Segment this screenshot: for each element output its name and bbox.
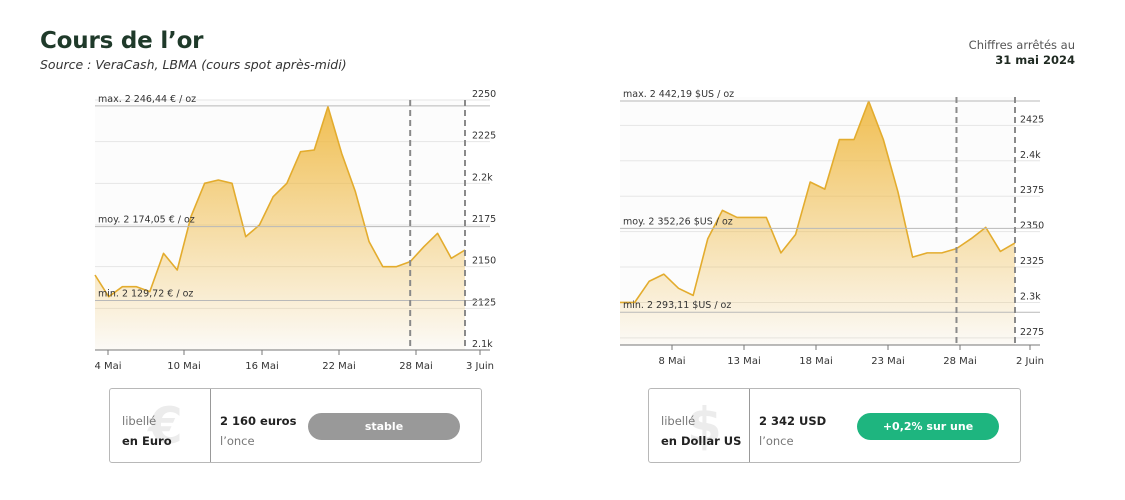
usd-price-line <box>620 100 1016 304</box>
eur-y-tick-label: 2125 <box>472 297 496 308</box>
usd-max-label: max. 2 442,19 $US / oz <box>623 89 734 100</box>
eur-y-tick-label: 2175 <box>472 214 496 225</box>
usd-x-tick-label: 18 Mai <box>799 356 832 367</box>
eur-min-label: min. 2 129,72 € / oz <box>98 288 193 299</box>
eur-x-tick-label: 10 Mai <box>167 361 200 372</box>
card-usd-currency: en Dollar US <box>661 434 742 448</box>
as-of-block: Chiffres arrêtés au 31 mai 2024 <box>969 38 1075 68</box>
usd-y-tick-label: 2350 <box>1020 221 1044 232</box>
card-usd-divider <box>749 389 750 462</box>
card-eur-divider <box>210 389 211 462</box>
card-usd-badge: +0,2% sur une semaine <box>857 413 999 460</box>
page-title: Cours de l’or <box>40 28 204 54</box>
usd-min-label: min. 2 293,11 $US / oz <box>623 300 731 311</box>
card-eur-unit: l’once <box>220 434 255 448</box>
usd-x-tick-label: 28 Mai <box>943 356 976 367</box>
usd-y-tick-label: 2375 <box>1020 185 1044 196</box>
dollar-sign-icon: $ <box>687 397 722 455</box>
usd-y-tick-label: 2275 <box>1020 327 1044 338</box>
usd-x-tick-label: 2 Juin <box>1016 356 1044 367</box>
as-of-date: 31 mai 2024 <box>995 53 1075 67</box>
card-eur-label: libellé <box>122 414 157 428</box>
usd-y-tick-label: 2.3k <box>1020 291 1041 302</box>
eur-x-tick-label: 3 Juin <box>466 361 494 372</box>
card-usd-unit: l’once <box>759 434 794 448</box>
eur-price-area <box>95 106 465 351</box>
as-of-label: Chiffres arrêtés au <box>968 38 1075 52</box>
eur-x-tick-label: 28 Mai <box>399 361 432 372</box>
eur-max-label: max. 2 246,44 € / oz <box>98 94 196 105</box>
usd-y-tick-label: 2425 <box>1020 114 1044 125</box>
card-eur-badge: stable <box>308 413 460 440</box>
euro-sign-icon: € <box>148 397 183 455</box>
eur-y-tick-label: 2250 <box>472 89 496 100</box>
eur-x-tick-label: 4 Mai <box>94 361 121 372</box>
eur-avg-label: moy. 2 174,05 € / oz <box>98 215 195 226</box>
usd-y-tick-label: 2325 <box>1020 256 1044 267</box>
page-subtitle: Source : VeraCash, LBMA (cours spot aprè… <box>40 57 347 72</box>
eur-x-tick-label: 22 Mai <box>322 361 355 372</box>
usd-y-tick-label: 2.4k <box>1020 150 1041 161</box>
eur-x-tick-label: 16 Mai <box>245 361 278 372</box>
eur-plot-background <box>95 100 465 350</box>
card-usd-label: libellé <box>661 414 696 428</box>
usd-x-tick-label: 8 Mai <box>658 356 685 367</box>
card-eur-price: 2 160 euros <box>220 414 297 428</box>
usd-x-tick-label: 13 Mai <box>727 356 760 367</box>
card-eur-currency: en Euro <box>122 434 172 448</box>
card-usd: $ libellé en Dollar US 2 342 USD l’once … <box>648 388 1021 463</box>
eur-y-tick-label: 2.1k <box>472 339 493 350</box>
usd-x-tick-label: 23 Mai <box>871 356 904 367</box>
usd-plot-background <box>620 97 1015 345</box>
eur-y-tick-label: 2225 <box>472 131 496 142</box>
usd-price-area <box>620 101 1015 345</box>
usd-avg-label: moy. 2 352,26 $US / oz <box>623 216 733 227</box>
eur-price-line <box>94 105 466 298</box>
card-eur: € libellé en Euro 2 160 euros l’once sta… <box>109 388 482 463</box>
eur-y-tick-label: 2.2k <box>472 172 493 183</box>
eur-y-tick-label: 2150 <box>472 256 496 267</box>
card-usd-price: 2 342 USD <box>759 414 827 428</box>
